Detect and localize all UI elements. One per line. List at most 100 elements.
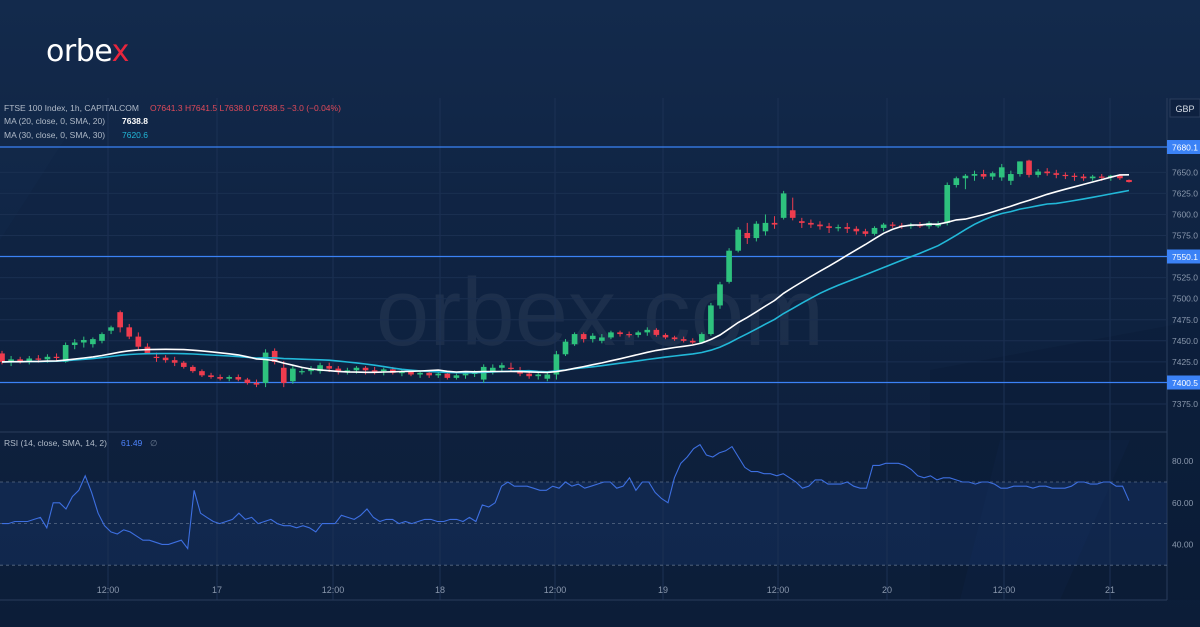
candle-body — [8, 359, 14, 362]
legend-ma20-label: MA (20, close, 0, SMA, 20) — [4, 116, 105, 126]
candle-body — [1098, 176, 1105, 178]
candle-body — [1035, 171, 1041, 175]
candle-body — [126, 327, 133, 337]
horizontal-levels: 7680.1 7550.1 7400.5 — [0, 140, 1200, 390]
level-tag — [1167, 140, 1200, 155]
candle-body — [190, 366, 196, 372]
time-tick-label: 12:00 — [322, 585, 345, 595]
candle-body — [599, 337, 605, 341]
candle-body — [444, 373, 451, 378]
level-tag-label: 7400.5 — [1172, 378, 1198, 388]
price-tick-label: 7425.0 — [1172, 357, 1198, 367]
candle-body — [0, 353, 5, 362]
candle-body — [562, 341, 569, 355]
candle-body — [798, 221, 805, 223]
candle-body — [1126, 179, 1132, 183]
candle-body — [262, 352, 269, 383]
candle-body — [462, 373, 469, 376]
price-tick-label: 7375.0 — [1172, 399, 1198, 409]
candle-body — [753, 223, 760, 239]
time-tick-label: 12:00 — [97, 585, 120, 595]
moving-averages — [1, 174, 1130, 374]
candle-body — [553, 354, 560, 375]
candle-body — [726, 250, 732, 282]
candle-body — [771, 222, 778, 225]
candle-body — [735, 229, 742, 251]
rsi-tick-label: 60.00 — [1172, 498, 1194, 508]
candle-body — [953, 178, 960, 185]
candle-body — [326, 366, 333, 369]
candle-body — [90, 339, 96, 345]
candle-body — [998, 167, 1005, 178]
candle-body — [399, 371, 405, 374]
price-tick-label: 7625.0 — [1172, 188, 1198, 198]
candle-body — [180, 362, 187, 367]
candle-body — [635, 332, 642, 335]
candle-body — [308, 368, 314, 372]
candle-body — [408, 371, 414, 375]
candle-body — [417, 372, 423, 375]
candle-body — [789, 210, 796, 218]
legend-rsi-extra: ∅ — [150, 438, 158, 448]
candle-body — [371, 370, 378, 372]
price-tick-label: 7475.0 — [1172, 315, 1198, 325]
candle-body — [808, 222, 814, 225]
time-tick-label: 19 — [658, 585, 668, 595]
candle-body — [353, 367, 360, 371]
price-tick-label: 7650.0 — [1172, 167, 1198, 177]
candle-body — [453, 375, 460, 378]
candle-body — [944, 184, 951, 223]
candle-body — [980, 174, 987, 177]
candle-body — [1044, 171, 1051, 174]
candle-body — [699, 334, 705, 343]
candle-body — [271, 350, 278, 362]
candle-body — [571, 334, 578, 345]
candle-body — [844, 227, 851, 229]
candle-body — [889, 224, 896, 226]
candle-body — [35, 358, 42, 360]
candle-body — [135, 336, 142, 347]
candle-body — [1017, 161, 1023, 175]
candle-body — [44, 356, 51, 360]
time-tick-label: 21 — [1105, 585, 1115, 595]
legend: FTSE 100 Index, 1h, CAPITALCOM O7641.3 H… — [4, 103, 341, 448]
legend-main-label: FTSE 100 Index, 1h, CAPITALCOM — [4, 103, 139, 113]
rsi-tick-label: 80.00 — [1172, 456, 1194, 466]
time-tick-label: 12:00 — [544, 585, 567, 595]
time-axis: 12:00 17 12:00 18 12:00 19 12:00 20 12:00 21 — [0, 585, 1167, 601]
candle-body — [1089, 176, 1096, 179]
candle-body — [989, 173, 996, 177]
candle-body — [199, 371, 205, 376]
legend-ma30-label: MA (30, close, 0, SMA, 30) — [4, 130, 105, 140]
candle-body — [662, 334, 669, 338]
candle-body — [780, 193, 787, 218]
candle-body — [217, 377, 223, 379]
price-tick-label: 7575.0 — [1172, 231, 1198, 241]
legend-rsi-value: 61.49 — [121, 438, 143, 448]
candle-body — [1071, 175, 1078, 177]
candle-body — [589, 335, 596, 340]
candle-body — [608, 332, 614, 338]
candle-body — [335, 368, 342, 372]
candle-body — [253, 382, 260, 385]
level-tag — [1167, 249, 1200, 264]
candle-body — [835, 227, 841, 229]
candle-body — [826, 226, 832, 228]
candle-body — [526, 373, 532, 377]
candle-body — [235, 377, 242, 380]
candle-body — [708, 305, 714, 335]
candle-body — [208, 375, 214, 378]
candle-body — [653, 329, 660, 335]
candle-body — [26, 358, 33, 362]
candle-body — [1008, 174, 1014, 181]
candle-body — [1080, 176, 1087, 179]
grid — [0, 98, 1167, 600]
candle-body — [871, 227, 878, 234]
candle-body — [226, 377, 233, 379]
legend-main-ohlc: O7641.3 H7641.5 L7638.0 C7638.5 −3.0 (−0… — [150, 103, 341, 113]
currency-box[interactable] — [1169, 98, 1200, 118]
candle-body — [17, 359, 23, 362]
candle-body — [744, 233, 751, 239]
candle-body — [580, 334, 587, 340]
